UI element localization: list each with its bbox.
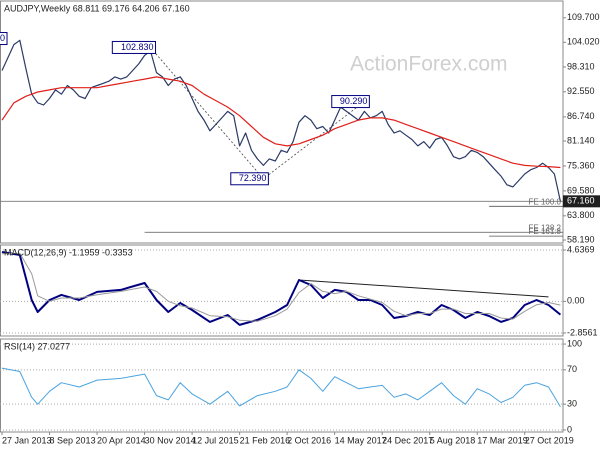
panel-title: AUDJPY,Weekly 68.811 69.176 64.206 67.16… [4, 3, 190, 13]
last-price-box [563, 195, 600, 208]
series-line [1, 251, 562, 326]
x-tick-label: 20 Apr 2014 [97, 435, 146, 445]
fe-label: FE 138.2 [529, 223, 562, 232]
y-tick-label: 0.00 [567, 296, 585, 306]
x-tick-label: 21 Feb 2016 [240, 435, 291, 445]
trendline [298, 279, 549, 298]
x-tick-label: 12 Jul 2015 [192, 435, 239, 445]
panel-title: RSI(14) 27.0277 [4, 341, 70, 351]
panel-frame [0, 338, 564, 433]
series-line [1, 252, 561, 322]
y-tick-label: 92.550 [567, 86, 595, 96]
annotation-box [230, 172, 269, 186]
x-tick-label: 14 May 2017 [335, 435, 387, 445]
annotation-label: 102.830 [121, 42, 154, 52]
panel-frame [0, 0, 564, 244]
x-tick-label: 27 Oct 2019 [525, 435, 574, 445]
x-tick-label: 2 Oct 2016 [287, 435, 331, 445]
panel-frame [0, 244, 564, 337]
x-tick-label: 27 Jan 2013 [2, 435, 52, 445]
y-tick-label: 98.310 [567, 61, 595, 71]
annotation-label: 20 [0, 33, 5, 43]
x-tick-label: 30 Nov 2014 [145, 435, 196, 445]
y-tick-label: 58.190 [567, 234, 595, 244]
x-tick-label: 8 Sep 2013 [50, 435, 96, 445]
series-line [1, 39, 561, 202]
series-line [1, 367, 561, 407]
annotation-label: 90.290 [340, 96, 368, 106]
annotation-box [111, 40, 157, 54]
fe-label: FE 161.8 [529, 227, 562, 236]
y-tick-label: 0 [567, 424, 572, 434]
watermark: ActionForex.com [350, 53, 508, 76]
x-tick-label: 5 Aug 2018 [430, 435, 476, 445]
y-tick-label: 86.740 [567, 111, 595, 121]
y-tick-label: 30 [567, 399, 577, 409]
y-tick-label: -2.8561 [567, 327, 598, 337]
annotation-box [331, 95, 370, 109]
x-tick-label: 17 Mar 2019 [477, 435, 528, 445]
y-tick-label: 109.700 [567, 12, 600, 22]
y-tick-label: 104.020 [567, 37, 600, 47]
y-tick-label: 81.140 [567, 135, 595, 145]
y-tick-label: 4.6369 [567, 244, 595, 254]
y-tick-label: 63.800 [567, 210, 595, 220]
x-tick-label: 24 Dec 2017 [382, 435, 433, 445]
series-line [1, 76, 561, 169]
y-tick-label: 75.360 [567, 160, 595, 170]
y-tick-label: 69.580 [567, 185, 595, 195]
y-tick-label: 100 [567, 338, 582, 348]
y-tick-label: 70 [567, 364, 577, 374]
last-price-label: 67.160 [567, 196, 595, 206]
annotation-label: 72.390 [239, 173, 267, 183]
fe-label: FE 100.0 [529, 197, 562, 206]
annotation-box [0, 32, 8, 46]
panel-title: MACD(12,26,9) -1.1959 -0.3353 [4, 247, 133, 257]
